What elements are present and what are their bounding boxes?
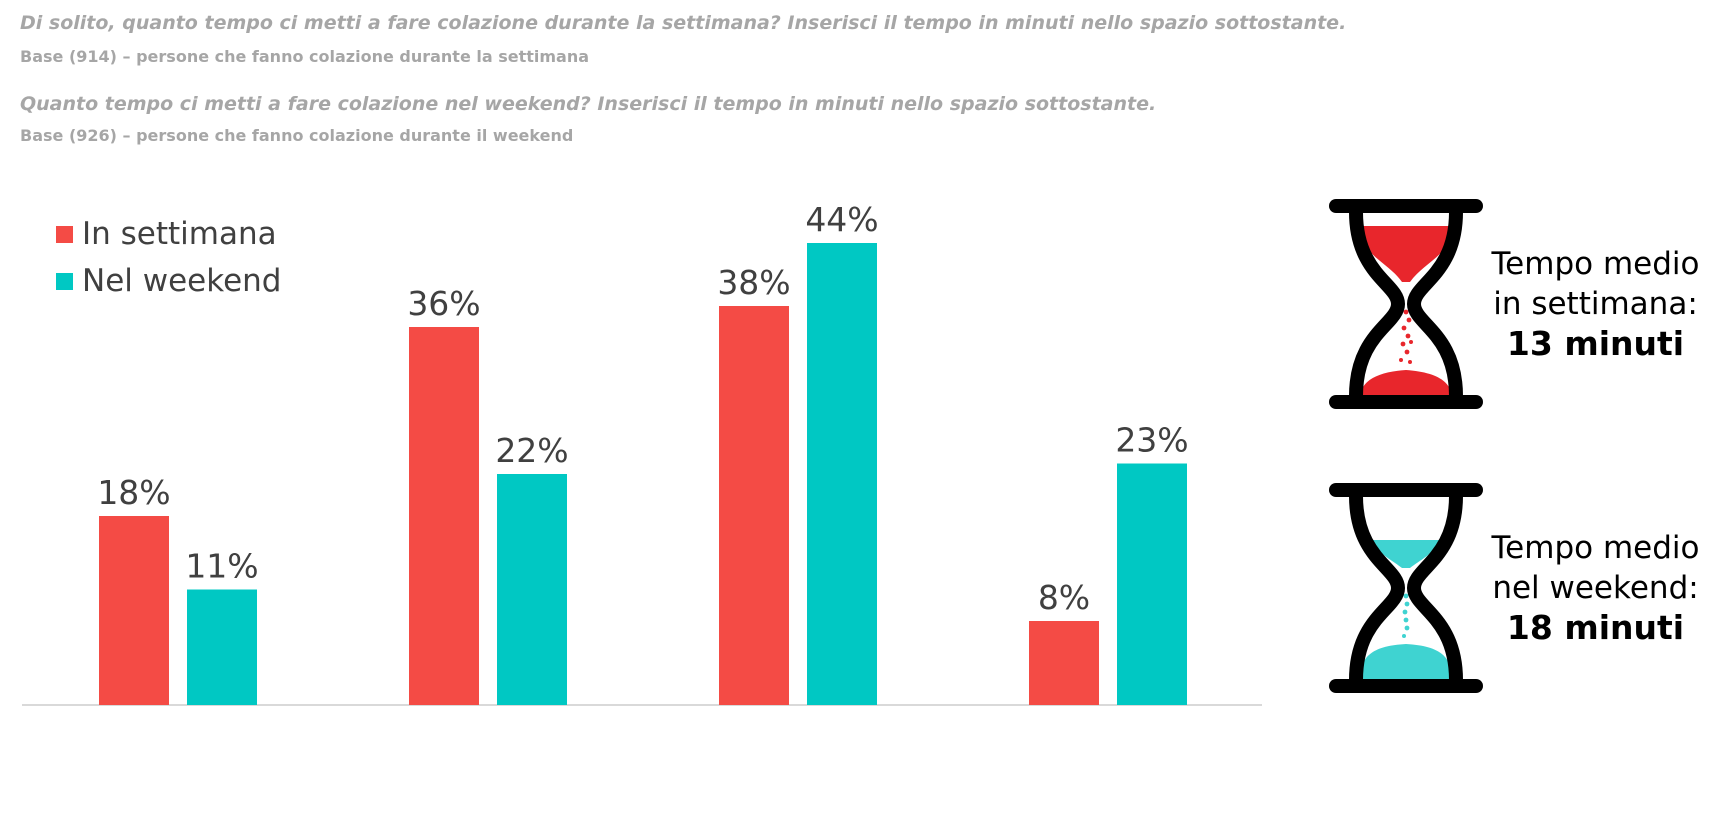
legend-swatch-week bbox=[56, 225, 73, 243]
bar-chart: 18%11%1 - 5 minuti36%22%6-10 minuti38%44… bbox=[22, 200, 1262, 706]
legend-label-week: In settimana bbox=[82, 216, 277, 252]
data-label-week-3: 38% bbox=[717, 263, 790, 302]
bar-week-2 bbox=[409, 327, 479, 705]
average-week: Tempo medio in settimana: 13 minuti bbox=[1460, 244, 1731, 364]
average-weekend: Tempo medio nel weekend: 18 minuti bbox=[1460, 528, 1731, 648]
data-label-weekend-3: 44% bbox=[805, 200, 878, 239]
bar-weekend-4 bbox=[1117, 463, 1187, 705]
average-week-label-line1: Tempo medio bbox=[1491, 246, 1700, 282]
data-label-week-4: 8% bbox=[1038, 578, 1090, 617]
legend-item-week: In settimana bbox=[56, 216, 277, 252]
data-label-weekend-2: 22% bbox=[495, 431, 568, 470]
bar-weekend-2 bbox=[497, 474, 567, 705]
data-label-week-2: 36% bbox=[407, 284, 480, 323]
bar-week-3 bbox=[719, 306, 789, 705]
average-weekend-label-line1: Tempo medio bbox=[1491, 530, 1700, 566]
bar-week-1 bbox=[99, 516, 169, 705]
data-label-week-1: 18% bbox=[97, 473, 170, 512]
average-week-label-line2: in settimana: bbox=[1493, 286, 1698, 322]
legend-item-weekend: Nel weekend bbox=[56, 263, 281, 299]
question-week: Di solito, quanto tempo ci metti a fare … bbox=[20, 12, 1347, 34]
bar-weekend-1 bbox=[187, 589, 257, 705]
data-label-weekend-1: 11% bbox=[185, 547, 258, 586]
hourglass-teal-icon bbox=[1329, 483, 1483, 693]
base-week: Base (914) – persone che fanno colazione… bbox=[20, 47, 590, 66]
average-weekend-label-line2: nel weekend: bbox=[1492, 570, 1699, 606]
bar-weekend-3 bbox=[807, 243, 877, 705]
base-weekend: Base (926) – persone che fanno colazione… bbox=[20, 126, 574, 145]
bar-week-4 bbox=[1029, 621, 1099, 705]
hourglass-red-icon bbox=[1329, 199, 1483, 409]
data-label-weekend-4: 23% bbox=[1115, 421, 1188, 460]
question-weekend: Quanto tempo ci metti a fare colazione n… bbox=[20, 93, 1157, 115]
average-weekend-value: 18 minuti bbox=[1506, 608, 1685, 647]
average-week-value: 13 minuti bbox=[1506, 324, 1685, 363]
legend-swatch-weekend bbox=[56, 272, 73, 290]
legend-label-weekend: Nel weekend bbox=[82, 263, 282, 299]
